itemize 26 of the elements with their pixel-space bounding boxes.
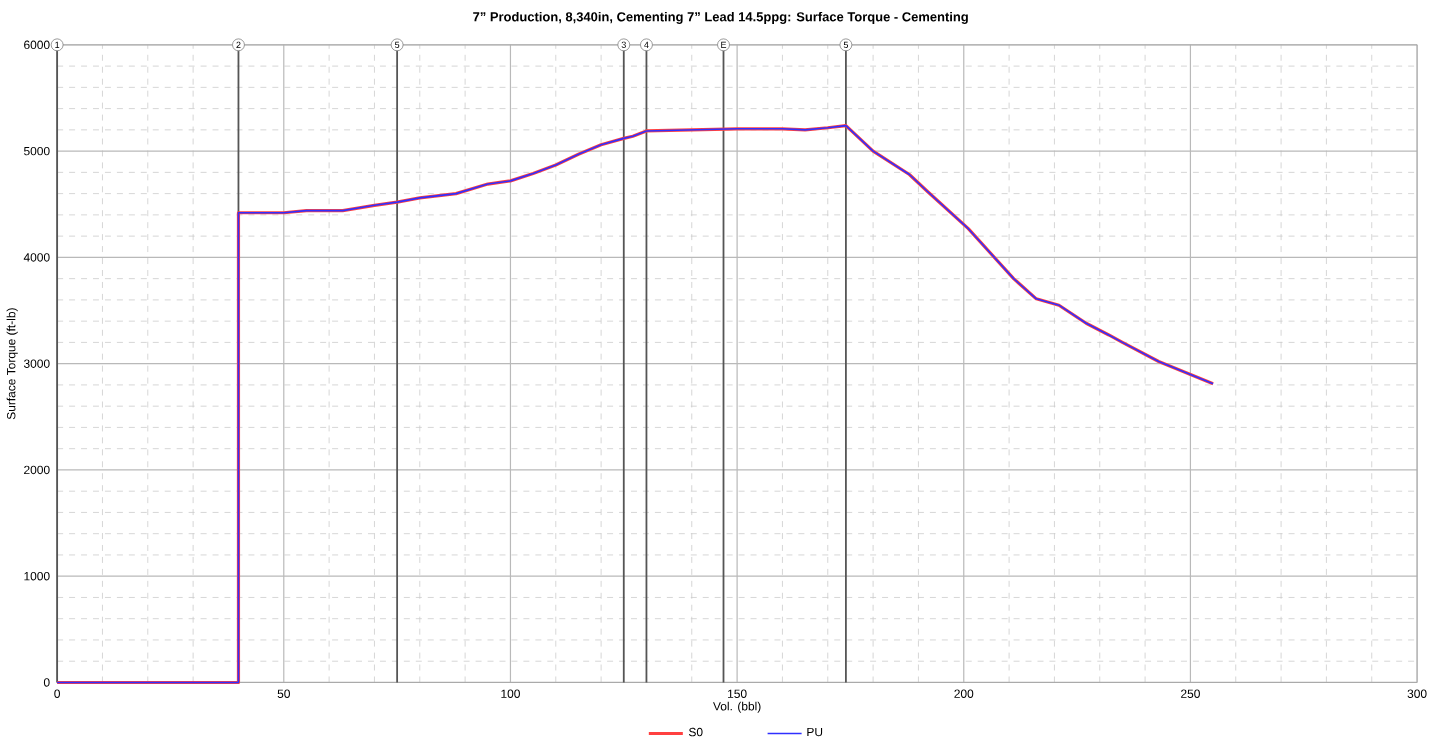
y-tick-label: 6000 (24, 40, 50, 49)
annotation: E (721, 41, 727, 48)
annotation: 5 (843, 41, 849, 48)
chart-title: 7” Production, 8,340in, Cementing 7” Lead 14.5ppg: Surface Torque - Cementing (473, 11, 968, 24)
y-tick-label: 3000 (23, 359, 50, 368)
y-tick-label: 4000 (23, 253, 50, 262)
x-tick-label: 300 (1407, 689, 1427, 698)
annotation: 2 (236, 41, 241, 48)
annotation: 1 (55, 41, 60, 48)
x-tick-label: 100 (501, 689, 520, 698)
y-tick-label: 5000 (23, 146, 50, 156)
x-tick-label: 0 (54, 689, 60, 698)
x-tick-label: 150 (728, 689, 747, 698)
y-tick-label: 0 (43, 678, 50, 687)
x-tick-label: 250 (1181, 689, 1200, 698)
x-tick-label: 50 (277, 689, 290, 698)
annotation: 4 (644, 41, 649, 48)
annotation: 3 (621, 41, 626, 48)
x-tick-label: 200 (954, 689, 974, 698)
y-tick-label: 2000 (24, 465, 50, 475)
annotation: 5 (394, 41, 400, 48)
legend-label: S0 (688, 727, 703, 737)
y-axis-title: Surface Torque (ft-lb) (6, 308, 18, 420)
y-tick-label: 1000 (24, 571, 50, 581)
legend-label: PU (807, 727, 823, 737)
x-axis-title: Vol. (bbl) (713, 701, 761, 713)
